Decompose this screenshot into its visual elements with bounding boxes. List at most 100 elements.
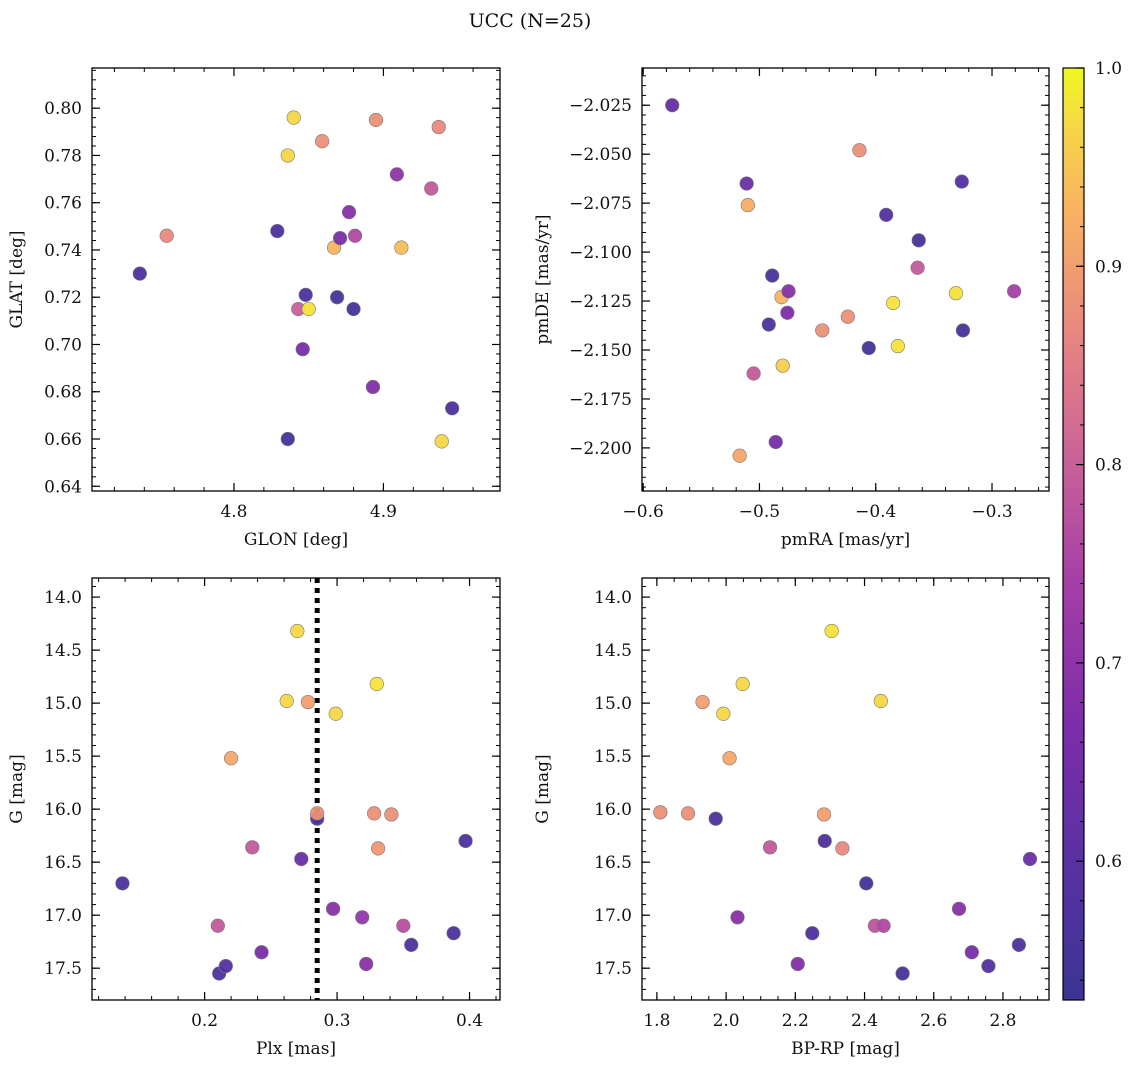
y-axis-label: G [mag] — [7, 754, 27, 823]
scatter-point — [861, 340, 876, 356]
y-tick-label: 17.5 — [594, 959, 632, 979]
scatter-point — [396, 918, 411, 933]
scatter-point — [458, 833, 473, 849]
y-tick-label: 0.76 — [44, 194, 82, 214]
scatter-points — [115, 623, 473, 981]
y-tick-label: 15.5 — [594, 747, 632, 767]
scatter-point — [210, 918, 225, 933]
y-tick-label: 15.5 — [44, 747, 82, 767]
scatter-point — [879, 207, 894, 222]
scatter-point — [286, 110, 301, 125]
y-tick-label: −2.200 — [569, 439, 632, 459]
scatter-point — [816, 807, 832, 822]
scatter-point — [653, 805, 668, 820]
scatter-point — [852, 143, 867, 158]
scatter-point — [805, 926, 820, 941]
x-tick-label: −0.3 — [971, 502, 1012, 522]
scatter-point — [301, 301, 316, 317]
scatter-point — [280, 148, 295, 163]
x-tick-label: 2.8 — [989, 1011, 1016, 1031]
scatter-point — [115, 876, 130, 891]
minor-ticks — [92, 578, 500, 1000]
x-ticks: 4.8 4.9 — [220, 68, 397, 522]
scatter-point — [835, 841, 850, 856]
y-axis-label: G [mag] — [533, 754, 553, 823]
y-tick-label: 0.66 — [44, 430, 82, 450]
scatter-point — [159, 228, 174, 243]
scatter-point — [1007, 284, 1022, 299]
scatter-point — [446, 926, 461, 941]
y-tick-label: −2.050 — [569, 145, 632, 165]
scatter-point — [346, 301, 361, 317]
y-tick-label: −2.100 — [569, 243, 632, 263]
y-tick-label: 0.80 — [44, 99, 82, 119]
x-axis-label: pmRA [mas/yr] — [781, 530, 910, 550]
x-tick-label: 2.4 — [851, 1011, 878, 1031]
minor-ticks — [642, 68, 1049, 491]
colorbar-tick-label: 0.6 — [1095, 852, 1122, 872]
x-tick-label: −0.4 — [855, 502, 896, 522]
scatter-point — [680, 806, 696, 821]
scatter-point — [389, 167, 404, 182]
scatter-point — [716, 706, 731, 721]
y-tick-label: 14.0 — [594, 588, 632, 608]
x-axis-label: BP-RP [mag] — [791, 1039, 900, 1059]
y-axis-label: GLAT [deg] — [7, 230, 27, 328]
scatter-point — [735, 676, 750, 692]
scatter-point — [665, 98, 680, 113]
bprp-g-panel: 1.8 2.0 2.2 2.4 2.6 2.8 14.0 14.5 15.0 15.5 16.0 16… — [533, 577, 1050, 1059]
scatter-point — [279, 693, 294, 709]
x-tick-label: −0.5 — [739, 502, 780, 522]
scatter-point — [254, 945, 269, 960]
scatter-point — [384, 807, 399, 822]
x-tick-label: 0.2 — [191, 1011, 218, 1031]
y-tick-label: 17.0 — [594, 906, 632, 926]
y-tick-label: −2.075 — [569, 194, 632, 214]
pmra-pmde-panel: −0.6 −0.5 −0.4 −0.3 −2.200 −2.175 −2.150 −2.125… — [533, 67, 1050, 550]
scatter-point — [328, 706, 343, 721]
x-axis-label: Plx [mas] — [256, 1039, 336, 1059]
scatter-points — [132, 110, 460, 449]
scatter-point — [1011, 937, 1026, 952]
scatter-point — [369, 676, 384, 692]
scatter-point — [355, 910, 370, 925]
y-tick-label: −2.150 — [569, 341, 632, 361]
y-ticks: −2.200 −2.175 −2.150 −2.125 −2.100 −2.075 −2.0… — [569, 96, 1049, 459]
scatter-point — [295, 342, 310, 357]
y-tick-label: 0.64 — [44, 477, 82, 497]
x-tick-label: 4.9 — [370, 502, 397, 522]
scatter-point — [722, 751, 737, 766]
scatter-point — [332, 231, 348, 246]
scatter-point — [775, 358, 790, 373]
scatter-point — [434, 434, 449, 449]
scatter-point — [911, 233, 926, 248]
scatter-point — [817, 833, 832, 849]
y-tick-label: 16.0 — [44, 800, 82, 820]
y-tick-label: 16.5 — [594, 853, 632, 873]
scatter-point — [981, 958, 996, 974]
scatter-point — [300, 694, 316, 710]
y-tick-label: 0.70 — [44, 335, 82, 355]
y-tick-label: 14.5 — [594, 641, 632, 661]
y-ticks: 14.0 14.5 15.0 15.5 16.0 16.5 17.0 17.5 — [594, 588, 1049, 979]
y-tick-label: 14.5 — [44, 641, 82, 661]
scatter-point — [876, 918, 891, 933]
scatter-point — [347, 228, 363, 243]
scatter-point — [359, 956, 374, 972]
scatter-point — [365, 379, 381, 395]
y-tick-label: 0.72 — [44, 288, 82, 308]
scatter-point — [325, 901, 341, 916]
y-tick-label: 17.0 — [44, 906, 82, 926]
y-tick-label: −2.175 — [569, 390, 632, 410]
scatter-point — [739, 176, 754, 191]
scatter-point — [761, 317, 776, 332]
scatter-point — [746, 366, 761, 381]
figure-title: UCC (N=25) — [469, 10, 592, 32]
y-tick-label: −2.025 — [569, 96, 632, 116]
scatter-point — [732, 448, 747, 463]
scatter-point — [873, 693, 888, 709]
y-tick-label: 0.78 — [44, 146, 82, 166]
y-tick-label: 15.0 — [594, 694, 632, 714]
scatter-point — [294, 851, 309, 867]
colorbar: 0.6 0.7 0.8 0.9 1.0 — [1062, 59, 1122, 1001]
